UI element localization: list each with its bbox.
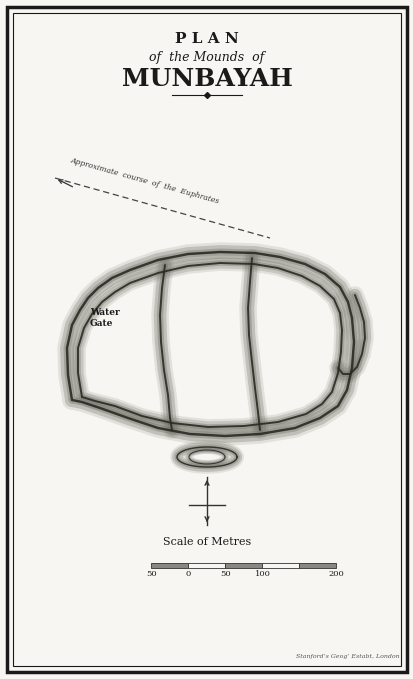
Text: Approximate  course  of  the  Euphrates: Approximate course of the Euphrates [69,156,220,205]
Text: of  the Mounds  of: of the Mounds of [149,50,264,64]
Bar [188,562,225,568]
Bar [151,562,188,568]
Text: 0: 0 [185,570,191,579]
Text: P L A N: P L A N [175,32,238,46]
Text: 50: 50 [146,570,157,579]
Text: 50: 50 [220,570,230,579]
Text: Scale of Metres: Scale of Metres [162,537,251,547]
Text: Stanford’s Geog’ Estabt, London: Stanford’s Geog’ Estabt, London [296,654,399,659]
Bar [262,562,299,568]
Text: Water
Gate: Water Gate [90,308,119,328]
Bar [299,562,336,568]
Bar [225,562,262,568]
Text: 200: 200 [328,570,344,579]
Text: 100: 100 [254,570,270,579]
Text: MUNBAYAH: MUNBAYAH [121,67,292,91]
